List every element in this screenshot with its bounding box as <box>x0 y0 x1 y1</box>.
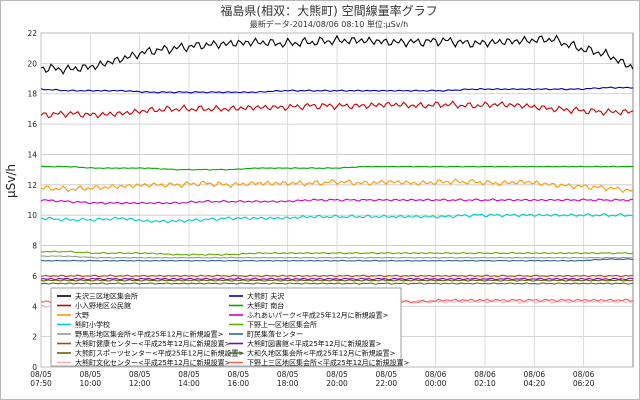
series-line <box>40 279 634 282</box>
series-line <box>40 277 634 281</box>
legend-label: 下野上一区地区集会所 <box>247 320 317 329</box>
legend-label: 大野 <box>75 311 89 320</box>
y-axis-label: μSv/h <box>4 164 18 198</box>
chart-title: 福島県(相双：大熊町) 空間線量率グラフ <box>220 3 437 18</box>
x-tick-time: 00:00 <box>425 379 447 388</box>
legend-label: 大和久地区集会所<平成25年12月に新規設置> <box>247 349 396 358</box>
y-tick-label: 14 <box>27 150 37 159</box>
x-tick-time: 02:10 <box>474 379 496 388</box>
x-tick-time: 10:00 <box>80 379 102 388</box>
x-tick-date: 08/05 <box>228 370 250 379</box>
legend-label: 大熊町 夫沢 <box>247 292 284 301</box>
series-line <box>40 198 634 205</box>
legend-label: 野馬形地区集会所<平成25年12月に新規設置> <box>75 330 224 339</box>
legend-label: 大熊町文化センター<平成25年12月に新規設置> <box>75 358 231 367</box>
x-tick-date: 08/06 <box>573 370 595 379</box>
legend-label: ふれあいパーク<平成25年12月に新規設置> <box>247 311 389 320</box>
y-tick-label: 2 <box>32 333 37 342</box>
x-tick-date: 08/05 <box>178 370 200 379</box>
x-tick-time: 16:00 <box>228 379 250 388</box>
y-tick-label: 16 <box>27 120 37 129</box>
legend-label: 熊町小学校 <box>75 320 110 329</box>
x-tick-date: 08/05 <box>326 370 348 379</box>
legend-label: 下野上三区地区集会所<平成25年12月に新規設置> <box>247 358 410 367</box>
y-tick-label: 8 <box>32 242 37 251</box>
series-line <box>40 282 634 285</box>
x-tick-date: 08/06 <box>425 370 447 379</box>
x-tick-time: 07:50 <box>30 379 52 388</box>
y-tick-label: 4 <box>32 302 37 311</box>
y-tick-label: 0 <box>32 363 37 372</box>
series-line <box>40 178 634 194</box>
series-lines <box>40 34 634 309</box>
x-tick-date: 08/05 <box>277 370 299 379</box>
x-tick-date: 08/06 <box>524 370 546 379</box>
x-tick-date: 08/06 <box>474 370 496 379</box>
y-tick-label: 20 <box>27 59 37 68</box>
legend-box <box>50 287 402 367</box>
legend-label: 町民集落センター <box>247 330 303 339</box>
legend-label: 小入野地区公民館 <box>75 301 131 310</box>
x-tick-date: 08/05 <box>129 370 151 379</box>
x-tick-date: 08/05 <box>376 370 398 379</box>
y-tick-label: 12 <box>27 181 37 190</box>
legend-label: 大熊町図書館<平成25年12月に新規設置> <box>247 339 382 348</box>
x-tick-time: 06:20 <box>573 379 595 388</box>
x-tick-time: 22:00 <box>376 379 398 388</box>
series-line <box>40 86 634 94</box>
axes: 024681012141618202208/0507:5008/0510:000… <box>27 29 594 388</box>
series-line <box>40 250 634 256</box>
x-tick-time: 18:00 <box>277 379 299 388</box>
chart-subtitle: 最新データ-2014/08/06 08:10 単位:μSv/h <box>250 19 409 29</box>
x-tick-time: 12:00 <box>129 379 151 388</box>
x-tick-date: 08/05 <box>30 370 52 379</box>
series-line <box>40 100 634 119</box>
series-line <box>40 165 634 171</box>
legend-label: 大熊町 南台 <box>247 301 284 310</box>
series-line <box>40 212 634 224</box>
legend-label: 夫沢三区地区集会所 <box>75 292 138 301</box>
series-line <box>40 34 634 75</box>
x-tick-time: 14:00 <box>178 379 200 388</box>
y-tick-label: 10 <box>27 211 37 220</box>
legend-label: 大熊町スポーツセンター<平成25年12月に新規設置> <box>75 349 245 358</box>
x-tick-time: 20:00 <box>326 379 348 388</box>
x-tick-time: 04:20 <box>524 379 546 388</box>
y-tick-label: 22 <box>27 29 37 38</box>
y-tick-label: 6 <box>32 272 37 281</box>
x-tick-date: 08/05 <box>80 370 102 379</box>
series-line <box>40 255 634 259</box>
series-line <box>40 258 634 262</box>
series-line <box>40 274 634 278</box>
y-tick-label: 18 <box>27 90 37 99</box>
legend-label: 大熊町健康センター<平成25年12月に新規設置> <box>75 339 231 348</box>
